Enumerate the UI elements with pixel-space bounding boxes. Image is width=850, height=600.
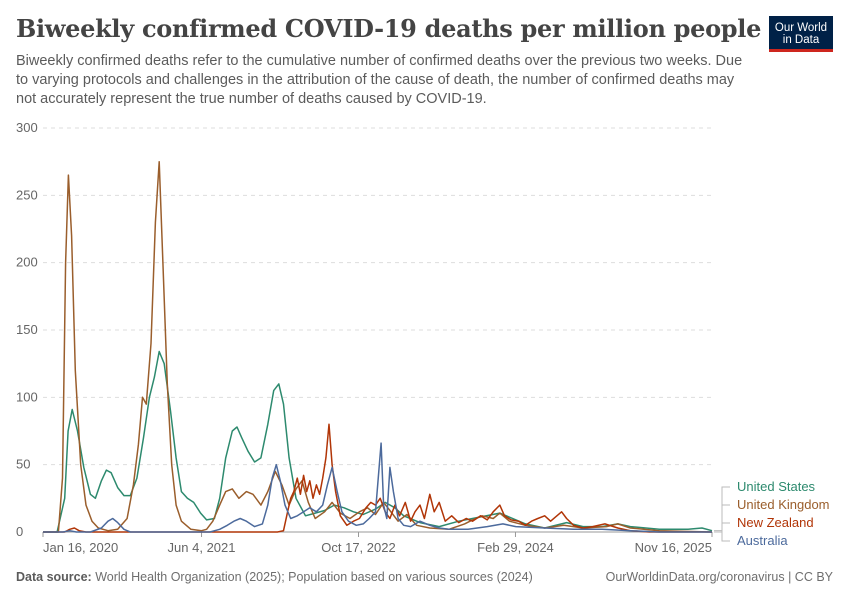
legend-label-australia[interactable]: Australia [737,533,788,548]
y-tick-label: 0 [16,524,23,539]
series-lines [43,160,713,533]
source-link[interactable]: OurWorldinData.org/coronavirus | CC BY [605,570,833,584]
series-line-new-zealand[interactable] [43,423,712,533]
series-line-australia[interactable] [43,442,712,533]
x-tick-label: Jun 4, 2021 [168,540,236,555]
logo-line-2: in Data [782,33,820,46]
series-line-united-states[interactable] [43,350,713,533]
series-line-united-kingdom[interactable] [43,160,713,533]
legend-connector [714,531,730,542]
y-tick-label: 150 [16,322,38,337]
x-tick-label: Jan 16, 2020 [43,540,118,555]
data-source-text: World Health Organization (2025); Popula… [95,570,533,584]
y-tick-label: 250 [16,187,38,202]
x-tick-label: Feb 29, 2024 [477,540,554,555]
y-tick-label: 300 [16,120,38,135]
legend: United States United Kingdom New Zealand Au… [714,479,830,548]
owid-logo[interactable]: Our World in Data [769,16,833,52]
axes: 0 50 100 150 200 250 300 Jan 16, 2020 Jun 4, 202… [16,120,713,555]
y-tick-label: 200 [16,255,38,270]
grid-lines [43,127,712,466]
legend-label-united-states[interactable]: United States [737,479,816,494]
data-source-label: Data source: [16,570,92,584]
x-tick-label: Oct 17, 2022 [321,540,395,555]
y-tick-label: 100 [16,389,38,404]
chart-title: Biweekly confirmed COVID-19 deaths per m… [16,14,762,43]
y-tick-label: 50 [16,457,30,472]
data-source: Data source: World Health Organization (… [16,570,533,584]
legend-label-new-zealand[interactable]: New Zealand [737,515,814,530]
logo-line-1: Our World [774,21,828,34]
chart-subtitle: Biweekly confirmed deaths refer to the c… [16,53,743,107]
legend-label-united-kingdom[interactable]: United Kingdom [737,497,830,512]
x-tick-label: Nov 16, 2025 [635,540,712,555]
